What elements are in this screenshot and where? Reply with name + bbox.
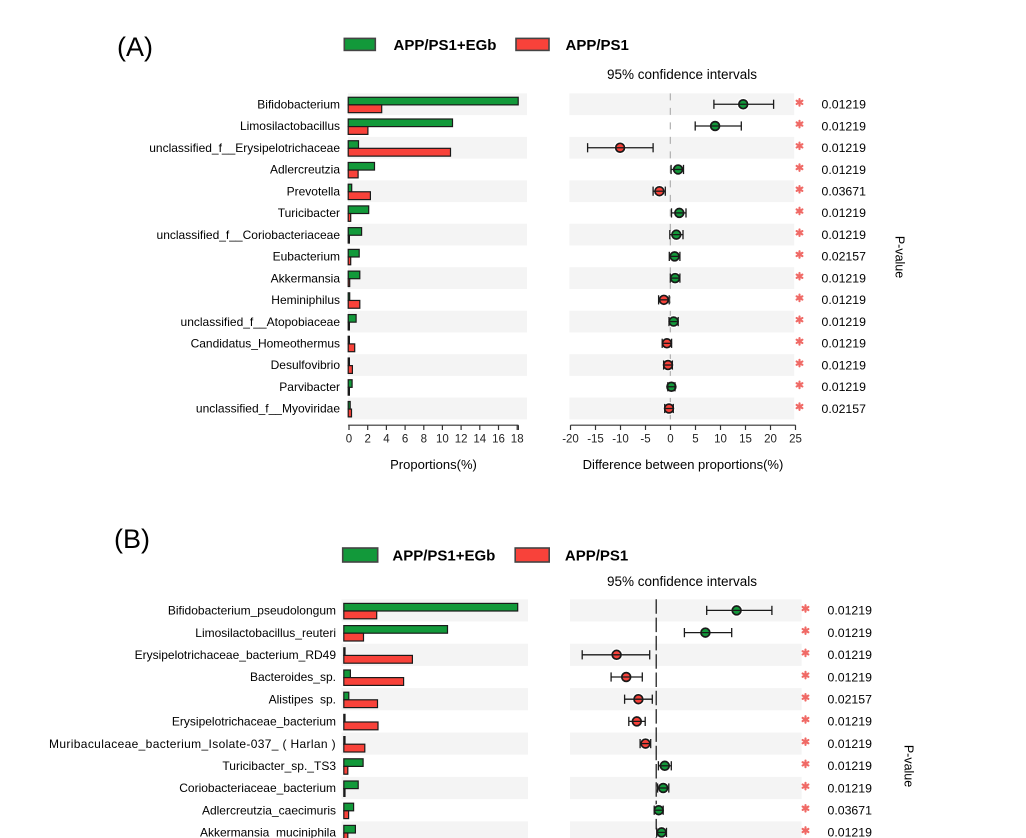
svg-text:Eubacterium: Eubacterium (273, 250, 340, 264)
svg-text:P-value: P-value (893, 236, 907, 278)
svg-text:Limosilactobacillus: Limosilactobacillus (240, 119, 340, 133)
svg-text:20: 20 (764, 434, 777, 446)
svg-text:0.02157: 0.02157 (828, 693, 873, 707)
svg-text:Erysipelotrichaceae_bacterium_: Erysipelotrichaceae_bacterium_RD49 (135, 648, 337, 662)
svg-text:0.01219: 0.01219 (828, 670, 873, 684)
svg-text:Turicibacter_sp._TS3: Turicibacter_sp._TS3 (222, 759, 336, 773)
svg-text:Bifidobacterium_pseudolongum: Bifidobacterium_pseudolongum (168, 604, 336, 618)
svg-text:0.01219: 0.01219 (822, 337, 867, 351)
svg-text:0.01219: 0.01219 (822, 271, 867, 285)
svg-text:0.01219: 0.01219 (822, 141, 867, 155)
svg-text:APP/PS1+EGb: APP/PS1+EGb (394, 37, 497, 54)
svg-text:P-value: P-value (902, 745, 916, 787)
svg-text:Prevotella: Prevotella (287, 184, 341, 198)
svg-text:6: 6 (402, 434, 408, 446)
svg-text:0: 0 (667, 434, 673, 446)
svg-text:0.01219: 0.01219 (828, 737, 873, 751)
svg-text:0.01219: 0.01219 (822, 358, 867, 372)
svg-text:4: 4 (383, 434, 390, 446)
svg-text:(B): (B) (114, 524, 150, 554)
svg-text:-15: -15 (587, 434, 604, 446)
svg-text:0.01219: 0.01219 (822, 293, 867, 307)
svg-text:10: 10 (714, 434, 727, 446)
svg-text:Coriobacteriaceae_bacterium: Coriobacteriaceae_bacterium (179, 781, 336, 795)
svg-text:Limosilactobacillus_reuteri: Limosilactobacillus_reuteri (195, 626, 336, 640)
svg-text:0.03671: 0.03671 (828, 804, 873, 818)
svg-text:Proportions(%): Proportions(%) (390, 457, 477, 472)
svg-text:15: 15 (739, 434, 752, 446)
svg-text:-10: -10 (612, 434, 629, 446)
svg-text:0.01219: 0.01219 (822, 228, 867, 242)
svg-text:Heminiphilus: Heminiphilus (271, 293, 340, 307)
svg-text:Erysipelotrichaceae_bacterium: Erysipelotrichaceae_bacterium (172, 715, 336, 729)
svg-text:5: 5 (692, 434, 698, 446)
svg-text:0.01219: 0.01219 (828, 604, 873, 618)
svg-text:Adlercreutzia_caecimuris: Adlercreutzia_caecimuris (202, 803, 336, 817)
svg-text:0.01219: 0.01219 (828, 626, 873, 640)
svg-text:95% confidence intervals: 95% confidence intervals (607, 574, 757, 589)
svg-text:Muribaculaceae_bacterium_Isola: Muribaculaceae_bacterium_Isolate-037_ ( … (49, 737, 336, 751)
svg-text:Akkermansia: Akkermansia (271, 271, 341, 285)
svg-text:25: 25 (789, 434, 802, 446)
svg-text:-20: -20 (562, 434, 579, 446)
svg-text:unclassified_f__Myoviridae: unclassified_f__Myoviridae (196, 402, 340, 416)
svg-text:Bacteroides_sp.: Bacteroides_sp. (250, 670, 336, 684)
svg-text:0.02157: 0.02157 (822, 402, 867, 416)
svg-text:Parvibacter: Parvibacter (279, 380, 340, 394)
svg-text:0.01219: 0.01219 (822, 163, 867, 177)
svg-text:(A): (A) (117, 32, 153, 62)
svg-text:Bifidobacterium: Bifidobacterium (257, 97, 340, 111)
svg-text:8: 8 (421, 434, 427, 446)
svg-text:2: 2 (364, 434, 370, 446)
svg-text:Candidatus_Homeothermus: Candidatus_Homeothermus (191, 337, 340, 351)
svg-text:Turicibacter: Turicibacter (278, 206, 340, 220)
svg-text:Difference between proportions: Difference between proportions(%) (583, 457, 784, 472)
svg-text:18: 18 (511, 434, 524, 446)
svg-text:Akkermansia_muciniphila: Akkermansia_muciniphila (200, 826, 336, 838)
svg-text:12: 12 (455, 434, 468, 446)
svg-text:0: 0 (346, 434, 352, 446)
svg-text:unclassified_f__Atopobiaceae: unclassified_f__Atopobiaceae (181, 315, 341, 329)
svg-text:95% confidence intervals: 95% confidence intervals (607, 67, 757, 82)
svg-text:unclassified_f__Coriobacteriac: unclassified_f__Coriobacteriaceae (157, 228, 341, 242)
svg-text:APP/PS1: APP/PS1 (565, 548, 628, 565)
svg-text:0.01219: 0.01219 (822, 98, 867, 112)
svg-text:0.01219: 0.01219 (822, 315, 867, 329)
svg-text:0.01219: 0.01219 (828, 648, 873, 662)
svg-text:Desulfovibrio: Desulfovibrio (271, 358, 341, 372)
svg-text:0.01219: 0.01219 (822, 119, 867, 133)
svg-text:-5: -5 (640, 434, 650, 446)
svg-text:0.03671: 0.03671 (822, 184, 867, 198)
svg-text:0.01219: 0.01219 (828, 759, 873, 773)
svg-text:0.02157: 0.02157 (822, 250, 867, 264)
svg-text:Alistipes sp.: Alistipes sp. (269, 692, 336, 706)
svg-text:14: 14 (473, 434, 486, 446)
svg-text:10: 10 (436, 434, 449, 446)
svg-text:16: 16 (492, 434, 505, 446)
svg-text:APP/PS1+EGb: APP/PS1+EGb (392, 548, 495, 565)
svg-text:0.01219: 0.01219 (828, 715, 873, 729)
svg-text:0.01219: 0.01219 (828, 781, 873, 795)
svg-text:APP/PS1: APP/PS1 (566, 37, 629, 54)
svg-text:0.01219: 0.01219 (828, 826, 873, 838)
svg-text:0.01219: 0.01219 (822, 380, 867, 394)
svg-text:unclassified_f__Erysipelotrich: unclassified_f__Erysipelotrichaceae (149, 141, 340, 155)
svg-text:Adlercreutzia: Adlercreutzia (270, 163, 340, 177)
svg-text:0.01219: 0.01219 (822, 206, 867, 220)
